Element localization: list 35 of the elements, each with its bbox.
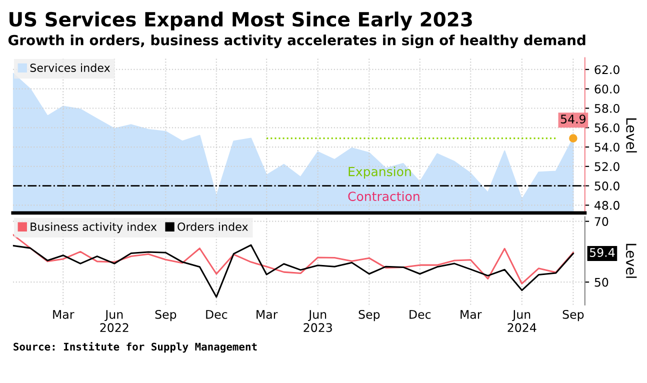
y-axis-title: Level	[626, 118, 637, 152]
x-tick-label: Jun 2023	[304, 310, 332, 332]
x-tick-label: Sep	[358, 310, 380, 322]
y-tick-label: 58.0	[594, 104, 620, 113]
legend-label: Business activity index	[30, 222, 157, 234]
y-tick-label: 56.0	[594, 123, 620, 132]
x-tick-label: Jun 2024	[508, 310, 536, 332]
source-note: Source: Institute for Supply Management	[14, 342, 257, 353]
line-series	[12, 234, 574, 284]
x-tick-label: Mar	[53, 310, 74, 319]
data-label: 59.4	[590, 248, 615, 257]
y-tick-label: 50.0	[594, 182, 620, 190]
y-tick-label: 48.0	[594, 200, 620, 210]
x-tick-label: Mar	[256, 310, 278, 319]
y-tick-label: 52.0	[594, 162, 620, 172]
chart-title: US Services Expand Most Since Early 2023	[10, 12, 472, 31]
x-tick-label: Dec	[206, 310, 228, 319]
chart-subtitle: Growth in orders, business activity accelerates in sign of healthy demand	[8, 34, 586, 48]
y-axis-title: Level	[626, 244, 637, 278]
y-tick-label: 62.0	[594, 65, 620, 74]
x-tick-label: Mar	[460, 310, 482, 319]
x-tick-label: Sep	[562, 310, 584, 322]
legend-label: Orders index	[178, 222, 248, 231]
y-tick-label: 70	[594, 217, 608, 226]
data-label: 54.9	[560, 114, 586, 124]
annotation: Contraction	[348, 191, 420, 202]
annotation: Expansion	[348, 166, 411, 179]
y-tick-label: 50	[594, 278, 608, 287]
y-tick-label: 60.0	[594, 84, 620, 94]
x-tick-label: Dec	[410, 310, 431, 319]
y-tick-label: 54.0	[594, 142, 620, 152]
x-tick-label: Sep	[155, 310, 176, 322]
x-tick-label: Jun 2022	[100, 310, 128, 332]
legend-label: Services index	[30, 63, 110, 72]
line-series	[12, 244, 574, 298]
